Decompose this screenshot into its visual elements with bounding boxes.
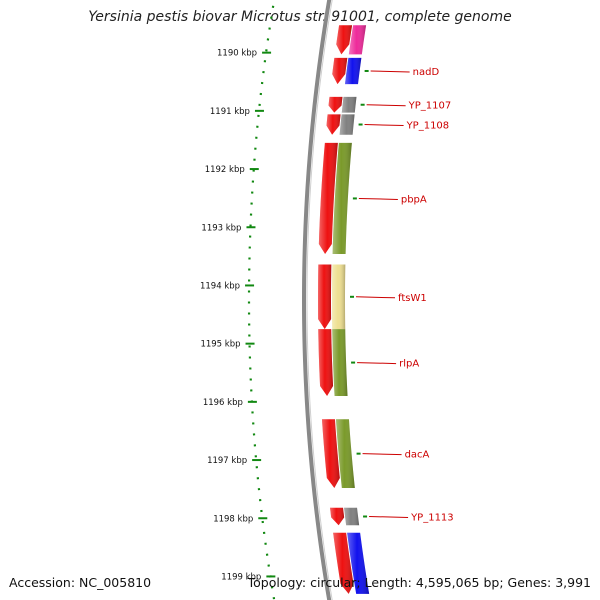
- tick-label: 1190 kbp: [217, 49, 257, 59]
- gene-labels: nadD YP_1107 YP_1108 pbpA ftsW1 rlpA dacA YP_11…: [350, 67, 454, 524]
- forward-gene-shading: [330, 507, 345, 526]
- forward-gene-shading: [318, 264, 332, 330]
- cog-gene-shading: [347, 532, 370, 594]
- tick-label: 1195 kbp: [200, 340, 240, 350]
- forward-gene-shading: [333, 532, 354, 594]
- tick-label: 1191 kbp: [210, 107, 250, 117]
- gene-label: ftsW1: [398, 293, 427, 304]
- tick-label: 1198 kbp: [213, 514, 253, 524]
- cog-gene-shading: [335, 419, 355, 488]
- tick-label: 1193 kbp: [201, 223, 241, 233]
- forward-gene-shading: [318, 329, 334, 397]
- tick-label: 1194 kbp: [200, 281, 240, 291]
- backbone-highlight: [306, 0, 333, 600]
- gene-label: YP_1107: [408, 101, 452, 112]
- cog-gene-shading: [348, 25, 367, 55]
- gene-label-leader: [357, 362, 397, 365]
- forward-gene-shading: [318, 142, 338, 255]
- gene-label-leader: [369, 516, 409, 519]
- gene-label-leader: [366, 104, 406, 107]
- forward-genes: [318, 25, 354, 594]
- forward-gene-shading: [321, 419, 340, 488]
- dotted-tick-ring: [247, 0, 276, 600]
- accession-text: Accession: NC_005810: [9, 575, 152, 590]
- gene-label: nadD: [413, 67, 440, 78]
- forward-gene-shading: [332, 57, 348, 85]
- cog-gene-shading: [341, 96, 357, 113]
- gene-label-leader: [362, 453, 402, 456]
- gene-label-leader: [370, 70, 410, 73]
- gene-label: dacA: [405, 450, 430, 461]
- tick-label: 1196 kbp: [203, 398, 243, 408]
- backbone-line: [301, 0, 332, 600]
- gene-label-leader: [364, 124, 404, 127]
- forward-gene-shading: [326, 114, 341, 135]
- gene-label: YP_1108: [406, 121, 450, 132]
- gene-label: YP_1113: [410, 513, 454, 524]
- gene-label-leader: [355, 296, 396, 299]
- tick-label: 1199 kbp: [221, 572, 261, 582]
- cog-gene-shading: [344, 507, 360, 526]
- cog-genes: [332, 25, 370, 594]
- cog-gene-shading: [332, 264, 346, 330]
- cog-gene-shading: [345, 57, 362, 85]
- tick-label: 1197 kbp: [207, 456, 247, 466]
- gene-label: pbpA: [401, 194, 427, 205]
- genome-summary-text: Topology: circular; Length: 4,595,065 bp…: [247, 575, 591, 590]
- cog-gene-shading: [339, 114, 355, 135]
- tick-marks: 1190 kbp 1191 kbp 1192 kbp 1193 kbp 1194 kbp…: [200, 49, 276, 582]
- cog-gene-shading: [332, 329, 348, 397]
- map-title: Yersinia pestis biovar Microtus str. 910…: [88, 9, 512, 25]
- tick-ring: [247, 0, 276, 600]
- tick-label: 1192 kbp: [205, 165, 245, 175]
- gene-label: rlpA: [399, 359, 419, 370]
- forward-gene-shading: [336, 25, 353, 55]
- forward-gene-shading: [328, 96, 343, 113]
- gene-label-leader: [358, 197, 398, 200]
- cog-gene-shading: [332, 142, 352, 255]
- backbone: [301, 0, 333, 600]
